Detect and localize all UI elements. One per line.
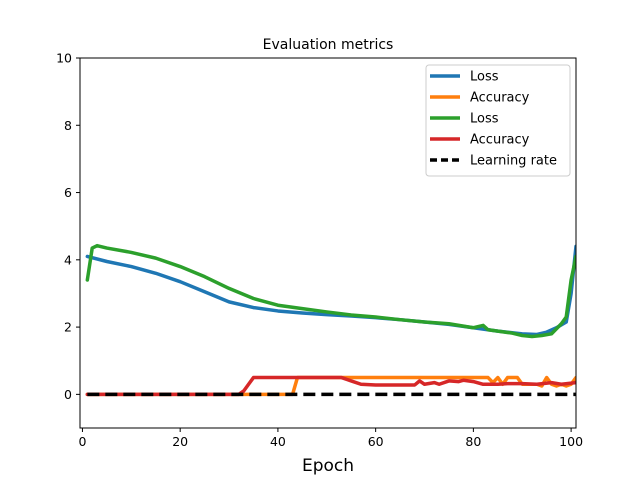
x-axis-label: Epoch bbox=[302, 456, 354, 476]
legend-label: Accuracy bbox=[470, 133, 530, 148]
x-tick-label: 0 bbox=[78, 434, 86, 449]
x-tick-label: 40 bbox=[270, 434, 286, 449]
legend-label: Loss bbox=[470, 112, 499, 127]
y-tick-label: 2 bbox=[64, 320, 72, 335]
x-tick-label: 20 bbox=[172, 434, 188, 449]
y-tick-label: 4 bbox=[64, 252, 72, 267]
y-tick-label: 0 bbox=[64, 387, 72, 402]
y-tick-label: 6 bbox=[64, 185, 72, 200]
legend-label: Loss bbox=[470, 70, 499, 85]
legend: Loss Accuracy Loss Accuracy Learning rate bbox=[426, 65, 570, 176]
chart-title: Evaluation metrics bbox=[263, 37, 394, 53]
y-tick-label: 8 bbox=[64, 118, 72, 133]
legend-label: Learning rate bbox=[470, 154, 557, 169]
x-tick-label: 80 bbox=[465, 434, 481, 449]
legend-label: Accuracy bbox=[470, 91, 530, 106]
y-tick-label: 10 bbox=[56, 51, 72, 66]
x-tick-label: 100 bbox=[559, 434, 583, 449]
x-tick-label: 60 bbox=[368, 434, 384, 449]
